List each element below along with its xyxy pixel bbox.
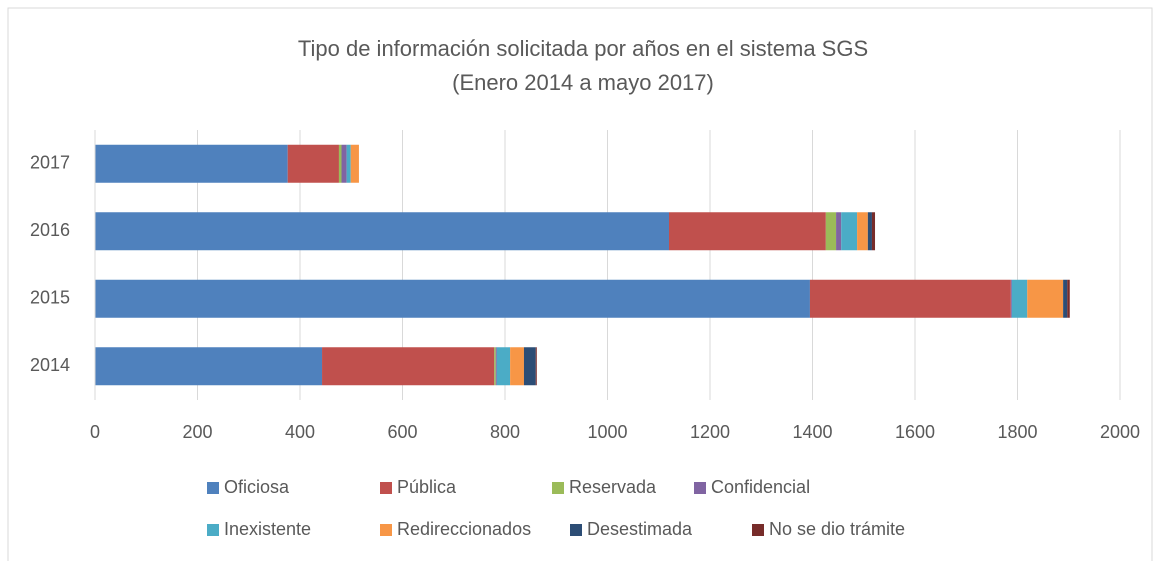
y-tick-label: 2017 [30, 153, 70, 173]
bar-segment [95, 279, 810, 318]
x-tick-label: 600 [387, 422, 417, 442]
bar-segment [523, 347, 536, 386]
x-tick-label: 1200 [690, 422, 730, 442]
legend-swatch [552, 482, 564, 494]
bar-segment [496, 347, 511, 386]
legend-swatch [570, 524, 582, 536]
chart-title: Tipo de información solicitada por años … [298, 36, 868, 61]
bar-segment [1027, 279, 1064, 318]
bar-segment [1010, 279, 1012, 318]
bar-segment [95, 144, 288, 183]
bar-segment [535, 347, 537, 386]
bar-segment [809, 279, 1011, 318]
x-tick-label: 1600 [895, 422, 935, 442]
legend-swatch [380, 524, 392, 536]
x-tick-label: 800 [490, 422, 520, 442]
y-tick-label: 2016 [30, 220, 70, 240]
bar-segment [350, 144, 359, 183]
legend-swatch [694, 482, 706, 494]
chart-subtitle: (Enero 2014 a mayo 2017) [452, 70, 714, 95]
x-tick-label: 1400 [792, 422, 832, 442]
bar-segment [857, 212, 868, 251]
legend-label: No se dio trámite [769, 519, 905, 539]
bar-segment [836, 212, 842, 251]
bar-segment [510, 347, 524, 386]
y-tick-label: 2015 [30, 288, 70, 308]
legend-swatch [207, 524, 219, 536]
legend-swatch [380, 482, 392, 494]
bar-segment [338, 144, 342, 183]
bar-segment [346, 144, 351, 183]
legend-label: Desestimada [587, 519, 693, 539]
legend-label: Reservada [569, 477, 657, 497]
x-tick-label: 200 [182, 422, 212, 442]
bar-segment [341, 144, 347, 183]
bar-segment [95, 212, 669, 251]
bar-segment [287, 144, 339, 183]
bar-segment [1011, 279, 1028, 318]
bar-segment [871, 212, 876, 251]
bar-segment [322, 347, 495, 386]
bar-segment [95, 347, 323, 386]
x-tick-label: 0 [90, 422, 100, 442]
x-tick-label: 400 [285, 422, 315, 442]
x-tick-label: 1800 [997, 422, 1037, 442]
legend-label: Inexistente [224, 519, 311, 539]
bar-segment [495, 347, 497, 386]
legend-label: Oficiosa [224, 477, 290, 497]
legend-label: Redireccionados [397, 519, 531, 539]
bar-segment [1063, 279, 1068, 318]
y-tick-label: 2014 [30, 355, 70, 375]
bar-segment [494, 347, 496, 386]
bar-segment [841, 212, 858, 251]
x-tick-label: 1000 [587, 422, 627, 442]
x-tick-label: 2000 [1100, 422, 1140, 442]
legend-label: Confidencial [711, 477, 810, 497]
legend-label: Pública [397, 477, 457, 497]
legend-swatch [207, 482, 219, 494]
bar-segment [825, 212, 837, 251]
legend-swatch [752, 524, 764, 536]
bar-segment [867, 212, 872, 251]
bar-segment [669, 212, 826, 251]
bar-segment [1067, 279, 1070, 318]
